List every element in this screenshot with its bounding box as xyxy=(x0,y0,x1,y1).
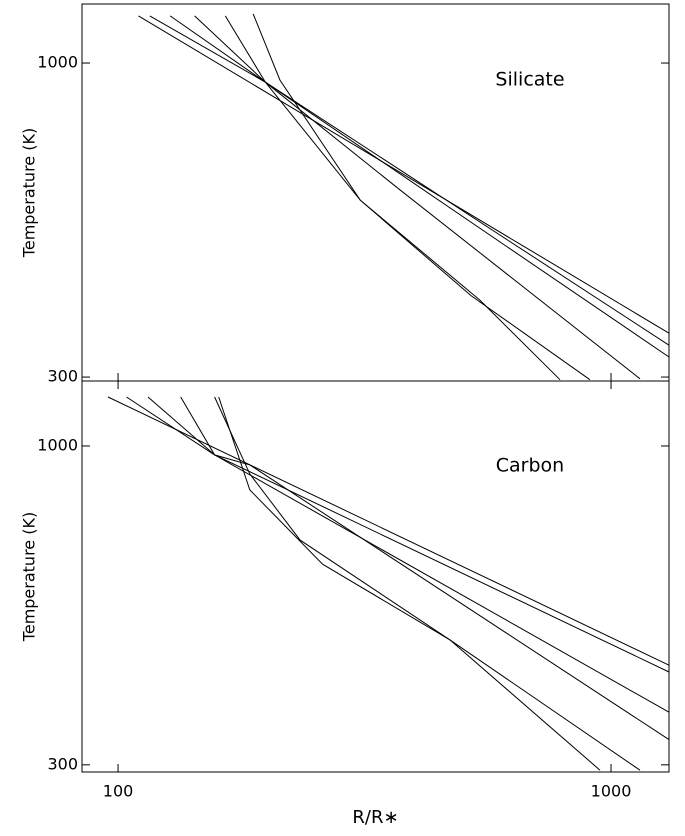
curve xyxy=(147,396,670,713)
plot-frame xyxy=(81,380,670,773)
y-axis-label: Temperature (K) xyxy=(20,128,39,258)
annotation: Carbon xyxy=(496,455,564,477)
x-tick-label: 100 xyxy=(103,782,134,801)
curve xyxy=(214,396,641,771)
curve xyxy=(107,396,670,666)
annotation: Silicate xyxy=(495,69,564,91)
curve xyxy=(218,396,601,771)
curve xyxy=(252,13,591,381)
x-tick-label: 1000 xyxy=(591,782,632,801)
x-axis-label: R/R∗ xyxy=(352,807,398,828)
y-tick-label: 300 xyxy=(47,754,78,773)
curve xyxy=(138,15,670,334)
curve xyxy=(194,15,641,380)
curve xyxy=(169,15,670,358)
y-tick-label: 1000 xyxy=(37,53,78,72)
y-tick-label: 300 xyxy=(47,367,78,386)
plot-frame xyxy=(81,3,670,382)
y-axis-label: Temperature (K) xyxy=(20,512,39,642)
curve xyxy=(180,396,670,741)
curve xyxy=(126,396,670,673)
y-tick-label: 1000 xyxy=(37,435,78,454)
